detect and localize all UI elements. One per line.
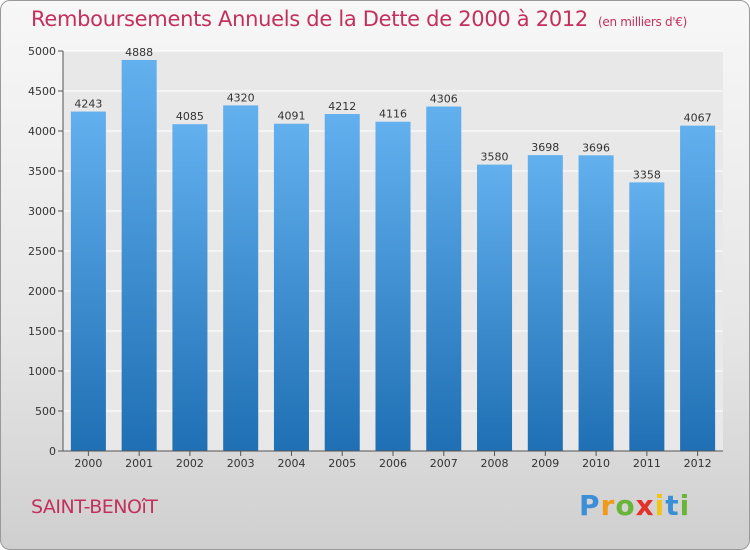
- logo-letter: x: [635, 489, 655, 522]
- bar: [70, 111, 106, 451]
- x-tick-label: 2006: [379, 457, 407, 470]
- bar: [375, 121, 411, 451]
- bar: [324, 114, 360, 451]
- x-tick-label: 2010: [582, 457, 610, 470]
- title-text: Remboursements Annuels de la Dette de 20…: [31, 7, 588, 31]
- x-tick-label: 2009: [531, 457, 559, 470]
- data-label: 4085: [176, 110, 204, 123]
- data-label: 3698: [531, 141, 559, 154]
- logo-letter: P: [579, 489, 601, 522]
- chart-title: Remboursements Annuels de la Dette de 20…: [31, 7, 687, 31]
- chart-subtitle: (en milliers d'€): [598, 15, 688, 29]
- logo-letter: t: [665, 489, 680, 522]
- data-label: 3580: [481, 151, 509, 164]
- bar: [578, 155, 614, 451]
- data-label: 4320: [227, 91, 255, 104]
- bar: [477, 164, 513, 451]
- bar: [527, 155, 563, 451]
- logo-letter: o: [615, 489, 636, 522]
- y-tick-label: 4500: [28, 85, 56, 98]
- data-label: 4091: [277, 110, 305, 123]
- bar: [629, 182, 665, 452]
- data-label: 4888: [125, 46, 153, 59]
- axes: 0 500 1000 1500 2000 2500 3000 3500 4000 4500 5000…: [28, 45, 723, 470]
- y-tick-label: 2000: [28, 285, 56, 298]
- x-tick-label: 2011: [633, 457, 661, 470]
- y-tick-label: 3000: [28, 205, 56, 218]
- data-label: 3696: [582, 141, 610, 154]
- bar: [426, 106, 462, 452]
- y-tick-label: 1500: [28, 325, 56, 338]
- x-tick-label: 2001: [125, 457, 153, 470]
- x-tick-label: 2003: [227, 457, 255, 470]
- x-tick-label: 2002: [176, 457, 204, 470]
- y-tick-label: 1000: [28, 365, 56, 378]
- logo-letter: r: [600, 489, 616, 522]
- place-name: SAINT-BENOîT: [31, 496, 158, 518]
- y-tick-label: 4000: [28, 125, 56, 138]
- y-tick-label: 5000: [28, 45, 56, 58]
- bar: [172, 124, 208, 451]
- logo-letter: i: [679, 489, 691, 522]
- x-tick-label: 2007: [430, 457, 458, 470]
- data-label: 4067: [684, 112, 712, 125]
- x-tick-label: 2012: [684, 457, 712, 470]
- bars: 4243 4888 4085 4320 4091 4212 4116 4306 3580 3698…: [70, 46, 716, 452]
- bar: [223, 105, 259, 452]
- x-tick-label: 2000: [74, 457, 102, 470]
- y-tick-label: 500: [35, 405, 56, 418]
- data-label: 4243: [74, 98, 102, 111]
- proxiti-logo: Proxiti: [579, 489, 690, 522]
- data-label: 4116: [379, 108, 407, 121]
- x-tick-label: 2004: [277, 457, 305, 470]
- bar: [273, 123, 309, 451]
- x-tick-label: 2008: [481, 457, 509, 470]
- data-label: 4212: [328, 100, 356, 113]
- y-tick-label: 2500: [28, 245, 56, 258]
- x-tick-label: 2005: [328, 457, 356, 470]
- data-label: 3358: [633, 168, 661, 181]
- bar: [680, 125, 716, 451]
- y-tick-label: 0: [49, 445, 56, 458]
- logo-letter: i: [654, 489, 666, 522]
- y-tick-label: 3500: [28, 165, 56, 178]
- data-label: 4306: [430, 93, 458, 106]
- bar: [121, 59, 157, 452]
